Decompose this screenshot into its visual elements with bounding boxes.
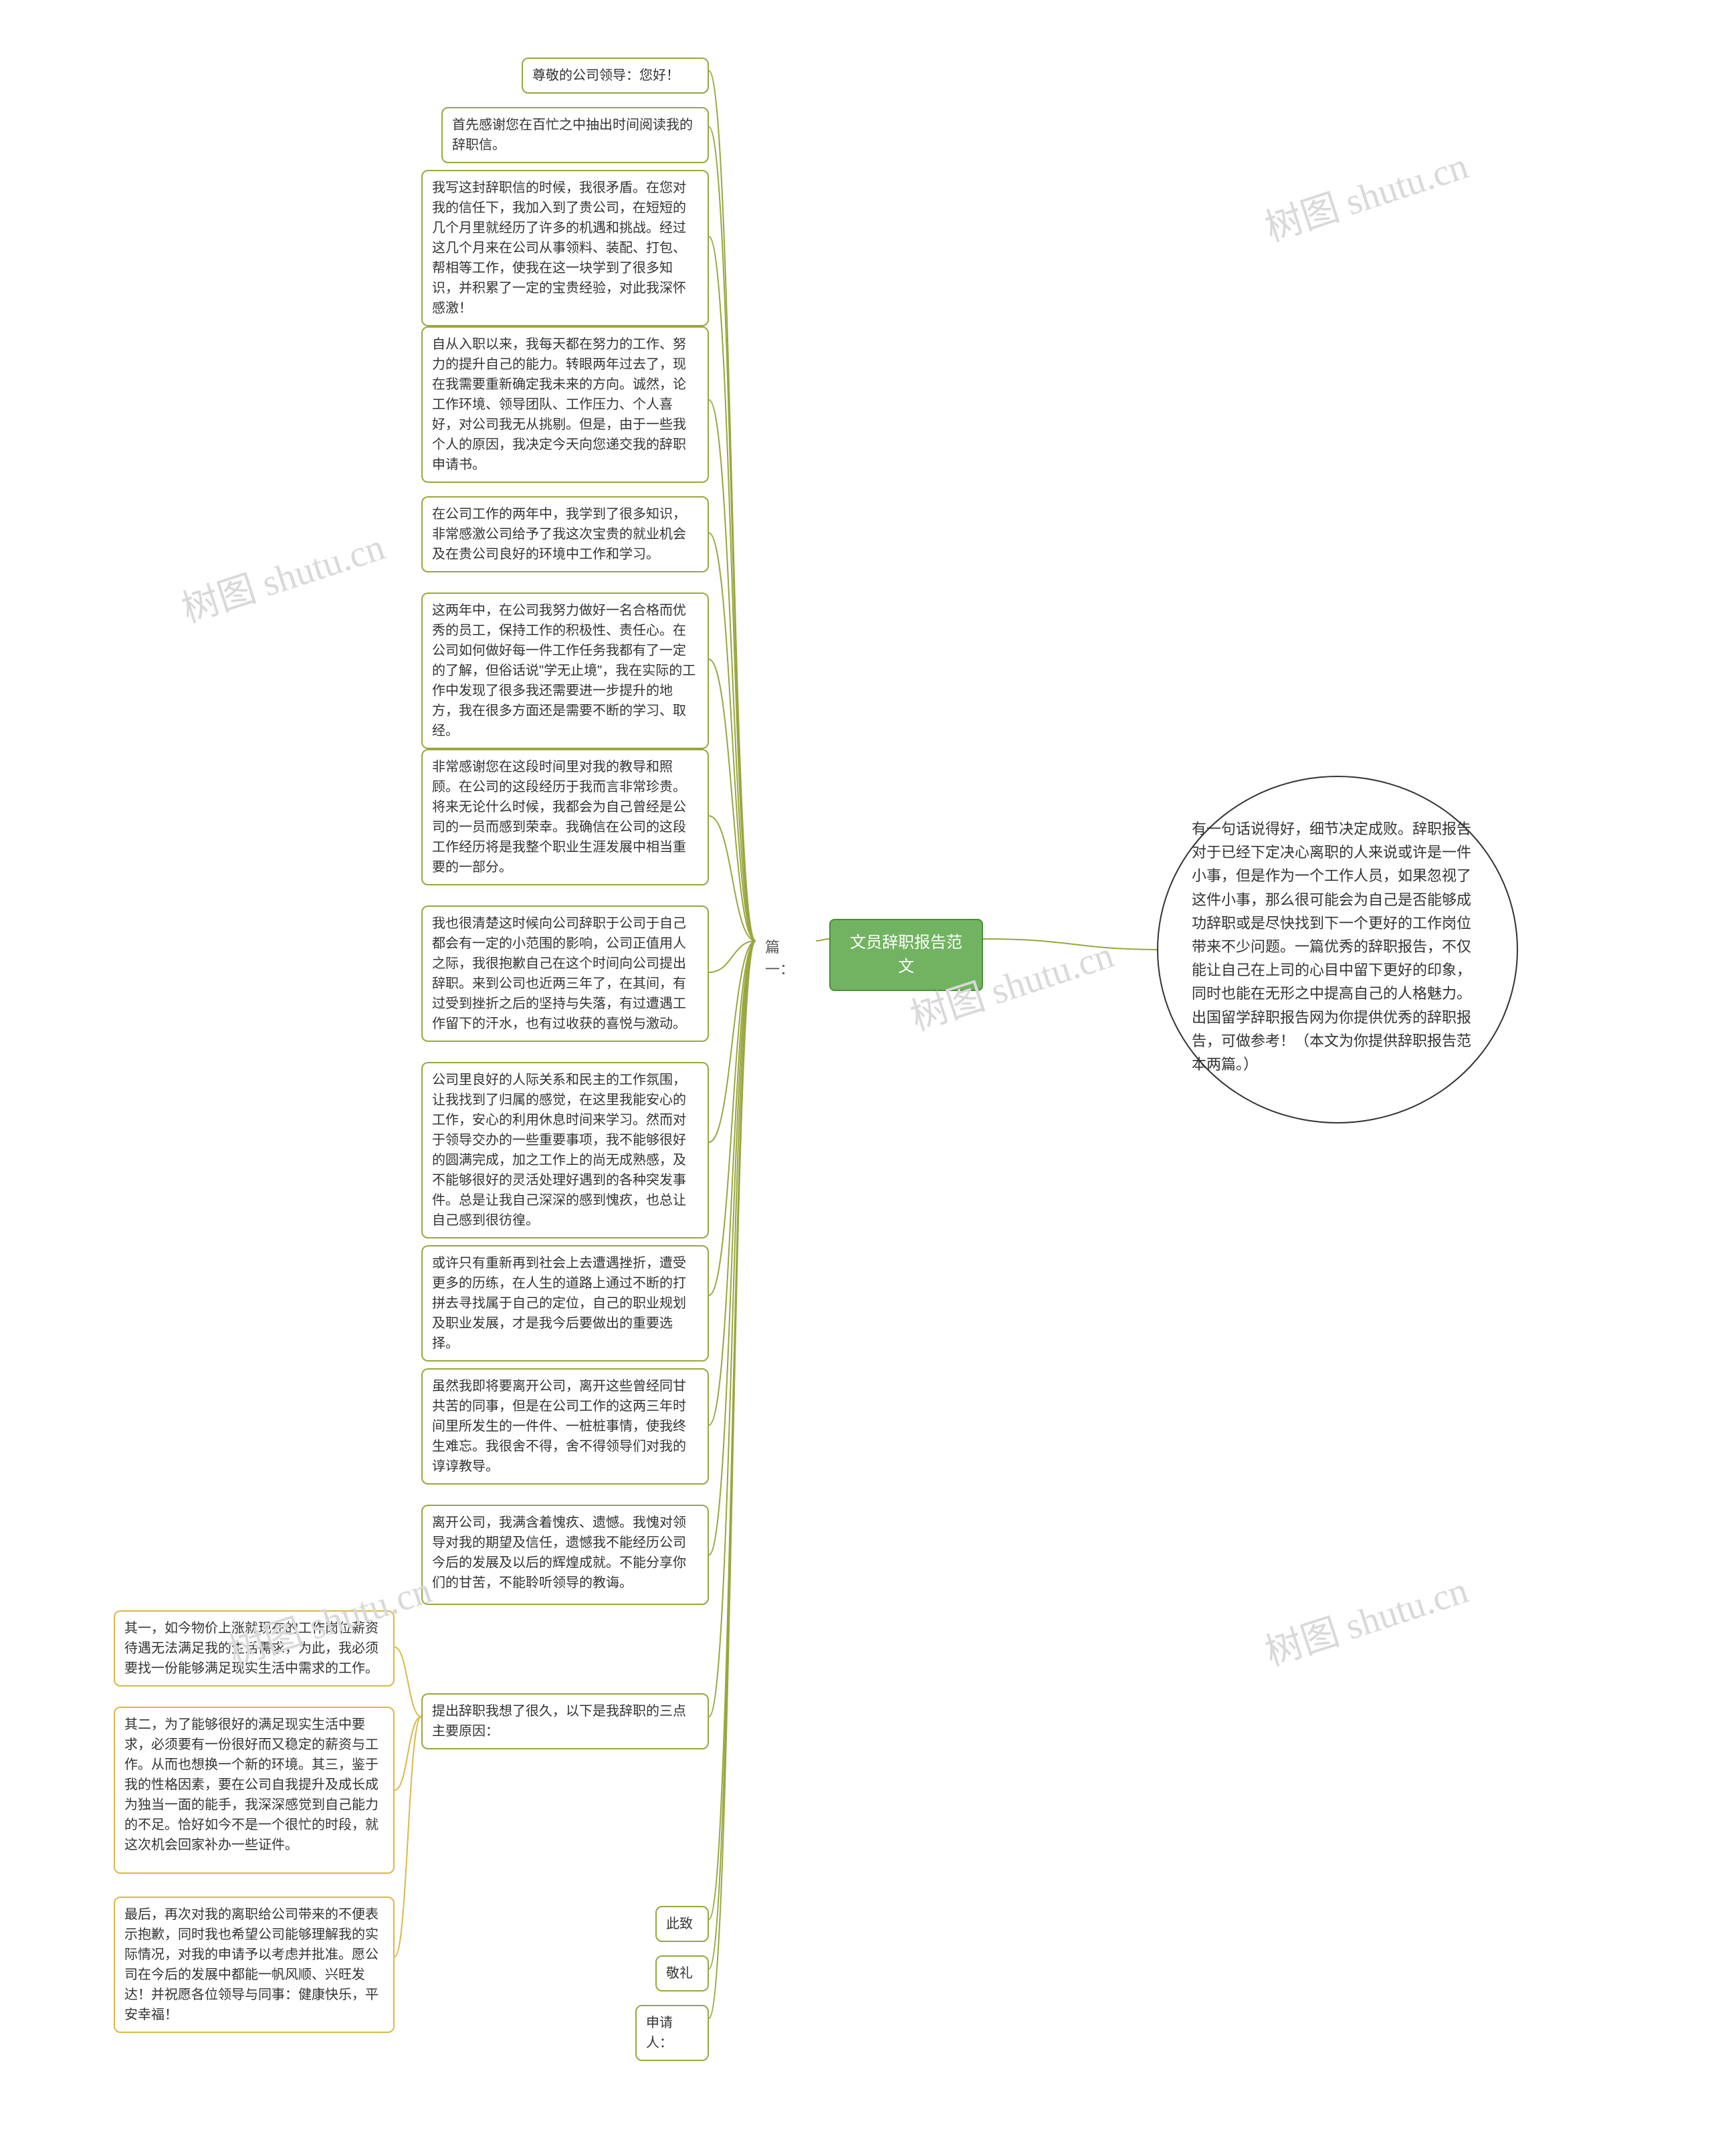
summary-oval: 有一句话说得好，细节决定成败。辞职报告对于已经下定决心离职的人来说或许是一件小事…: [1157, 776, 1518, 1123]
paragraph-p7: 非常感谢您在这段时间里对我的教导和照顾。在公司的这段经历于我而言非常珍贵。将来无…: [421, 749, 709, 885]
paragraph-p16: 申请人：: [635, 2005, 709, 2061]
reason-s3: 最后，再次对我的离职给公司带来的不便表示抱歉，同时我也希望公司能够理解我的实际情…: [114, 1897, 395, 2033]
paragraph-p1: 尊敬的公司领导：您好！: [522, 58, 709, 94]
paragraph-p4: 自从入职以来，我每天都在努力的工作、努力的提升自己的能力。转眼两年过去了，现在我…: [421, 326, 709, 483]
paragraph-p10: 或许只有重新再到社会上去遭遇挫折，遭受更多的历练，在人生的道路上通过不断的打拼去…: [421, 1245, 709, 1362]
reason-s1: 其一，如今物价上涨就现在的工作岗位薪资待遇无法满足我的生活需求，为此，我必须要找…: [114, 1610, 395, 1687]
paragraph-p13: 提出辞职我想了很久，以下是我辞职的三点主要原因：: [421, 1693, 709, 1749]
paragraph-p12: 离开公司，我满含着愧疚、遗憾。我愧对领导对我的期望及信任，遗憾我不能经历公司今后…: [421, 1505, 709, 1605]
paragraph-p2: 首先感谢您在百忙之中抽出时间阅读我的辞职信。: [441, 107, 709, 163]
paragraph-p9: 公司里良好的人际关系和民主的工作氛围，让我找到了归属的感觉，在这里我能安心的工作…: [421, 1062, 709, 1238]
section-label: 篇一：: [756, 930, 816, 987]
watermark: 树图 shutu.cn: [174, 517, 391, 633]
paragraph-p14: 此致: [655, 1906, 709, 1942]
watermark: 树图 shutu.cn: [1257, 136, 1474, 252]
paragraph-p6: 这两年中，在公司我努力做好一名合格而优秀的员工，保持工作的积极性、责任心。在公司…: [421, 592, 709, 749]
paragraph-p5: 在公司工作的两年中，我学到了很多知识，非常感激公司给予了我这次宝贵的就业机会及在…: [421, 496, 709, 572]
root-node: 文员辞职报告范文: [829, 919, 983, 991]
paragraph-p15: 敬礼: [655, 1955, 709, 1991]
watermark: 树图 shutu.cn: [1257, 1560, 1474, 1677]
reason-s2: 其二，为了能够很好的满足现实生活中要求，必须要有一份很好而又稳定的薪资与工作。从…: [114, 1707, 395, 1874]
paragraph-p11: 虽然我即将要离开公司，离开这些曾经同甘共苦的同事，但是在公司工作的这两三年时间里…: [421, 1368, 709, 1485]
paragraph-p3: 我写这封辞职信的时候，我很矛盾。在您对我的信任下，我加入到了贵公司，在短短的几个…: [421, 170, 709, 326]
paragraph-p8: 我也很清楚这时候向公司辞职于公司于自己都会有一定的小范围的影响，公司正值用人之际…: [421, 905, 709, 1042]
